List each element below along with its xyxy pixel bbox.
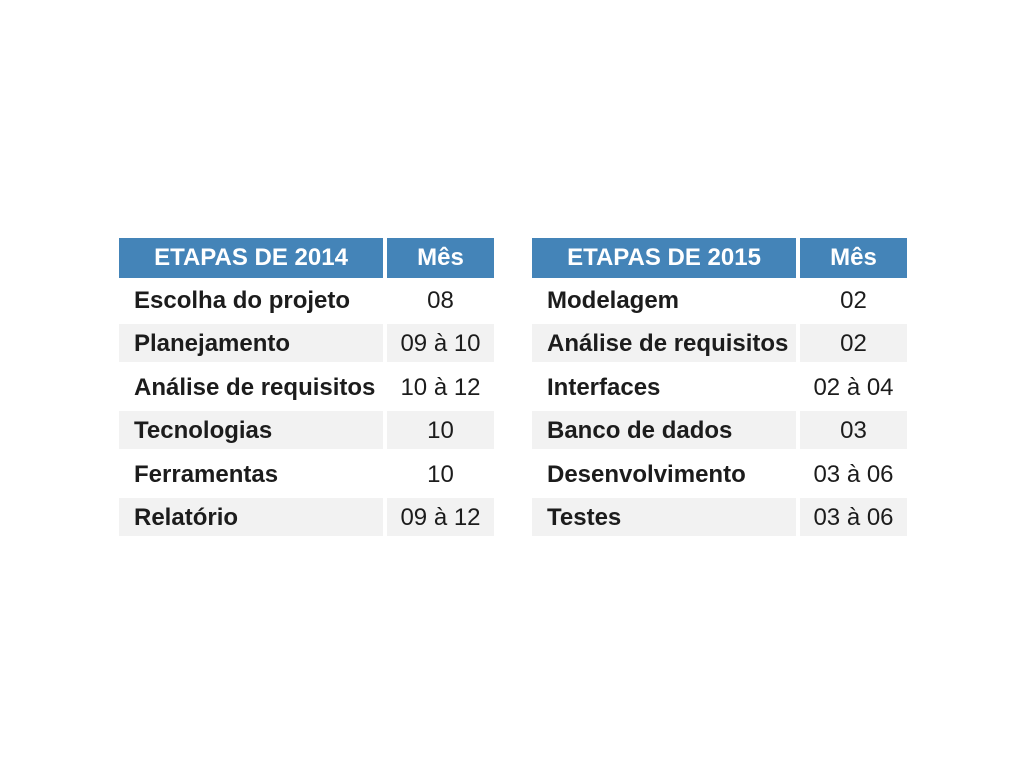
table-row-stage: Análise de requisitos (532, 321, 796, 365)
table-row-month: 08 (383, 278, 494, 322)
table-row-stage: Desenvolvimento (532, 452, 796, 496)
table-row-month: 10 à 12 (383, 365, 494, 409)
table-2015-month-header: Mês (796, 238, 907, 278)
schedule-table-2014: ETAPAS DE 2014 Mês Escolha do projeto 08… (119, 238, 494, 539)
table-row-stage: Análise de requisitos (119, 365, 383, 409)
table-row-month: 03 à 06 (796, 495, 907, 539)
table-2014-month-header: Mês (383, 238, 494, 278)
table-row-month: 02 (796, 321, 907, 365)
table-row-stage: Tecnologias (119, 408, 383, 452)
table-row-month: 09 à 10 (383, 321, 494, 365)
table-row-stage: Interfaces (532, 365, 796, 409)
table-row-month: 02 à 04 (796, 365, 907, 409)
table-row-month: 10 (383, 408, 494, 452)
schedule-table-2015: ETAPAS DE 2015 Mês Modelagem 02 Análise … (532, 238, 907, 539)
table-row-stage: Relatório (119, 495, 383, 539)
table-row-stage: Planejamento (119, 321, 383, 365)
table-2014-title-header: ETAPAS DE 2014 (119, 238, 383, 278)
table-row-month: 02 (796, 278, 907, 322)
table-row-stage: Testes (532, 495, 796, 539)
table-row-month: 03 (796, 408, 907, 452)
table-row-stage: Escolha do projeto (119, 278, 383, 322)
table-row-stage: Banco de dados (532, 408, 796, 452)
table-2015-title-header: ETAPAS DE 2015 (532, 238, 796, 278)
table-row-month: 10 (383, 452, 494, 496)
table-row-stage: Ferramentas (119, 452, 383, 496)
table-row-month: 03 à 06 (796, 452, 907, 496)
table-row-stage: Modelagem (532, 278, 796, 322)
table-row-month: 09 à 12 (383, 495, 494, 539)
